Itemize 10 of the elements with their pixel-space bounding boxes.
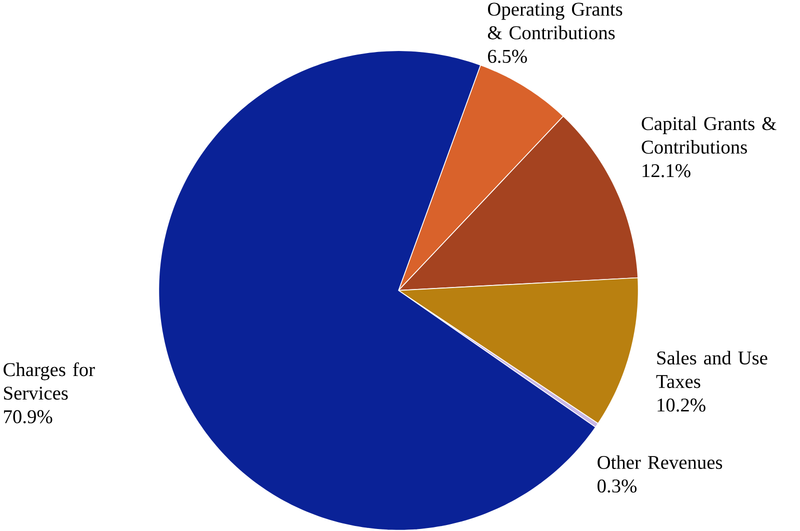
data-label: 70.9%: [4, 410, 52, 424]
slice-label: Operating Grants & Contributions: [488, 2, 622, 40]
slice-label: Charges for Services: [4, 362, 95, 400]
slice-label: Other Revenues: [598, 455, 722, 470]
data-label: 10.2%: [658, 398, 706, 412]
data-label: 6.5%: [488, 50, 527, 64]
data-label: 12.1%: [642, 164, 690, 178]
data-label: 0.3%: [598, 480, 637, 493]
slice-label: Capital Grants & Contributions: [642, 116, 776, 154]
slice-label: Sales and Use Taxes: [656, 351, 768, 388]
